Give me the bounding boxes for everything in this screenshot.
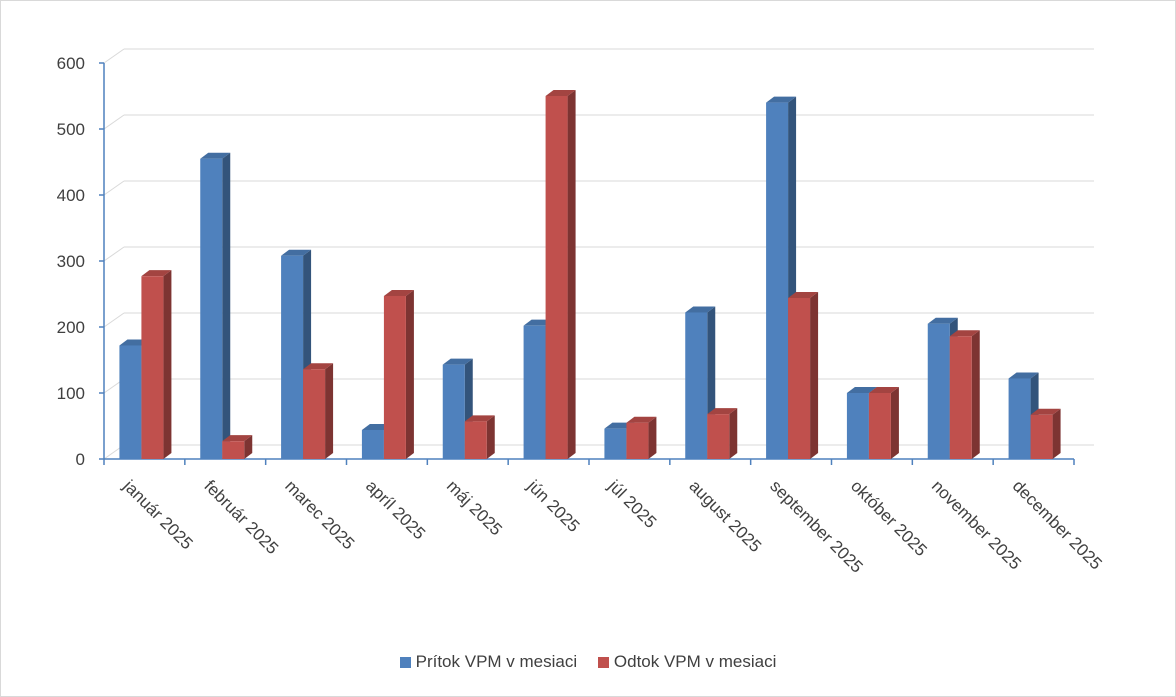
x-tick-label: február 2025 bbox=[200, 476, 282, 558]
legend-swatch-outflow bbox=[597, 656, 609, 668]
bar-outflow bbox=[707, 414, 730, 459]
legend-label-inflow: Prítok VPM v mesiaci bbox=[415, 652, 578, 671]
bar-side bbox=[244, 435, 253, 459]
bar-top bbox=[464, 415, 495, 422]
gridline-depth bbox=[103, 312, 125, 328]
legend-item-outflow: Odtok VPM v mesiaci bbox=[597, 652, 777, 672]
bar-top bbox=[868, 387, 899, 393]
bar-side bbox=[486, 415, 495, 459]
x-tick-label: júl 2025 bbox=[604, 476, 660, 532]
legend: Prítok VPM v mesiaci Odtok VPM v mesiaci bbox=[0, 652, 1176, 673]
bar-top bbox=[685, 306, 716, 313]
bar-top bbox=[222, 435, 253, 442]
bar-top bbox=[383, 289, 414, 296]
bar-outflow bbox=[141, 276, 164, 459]
bar-outflow bbox=[626, 422, 649, 459]
bar-inflow bbox=[766, 102, 789, 459]
bar-outflow bbox=[1030, 414, 1053, 459]
gridline-depth bbox=[103, 48, 125, 64]
bar-outflow bbox=[383, 295, 406, 459]
x-tick-label: október 2025 bbox=[847, 476, 931, 560]
legend-swatch-inflow bbox=[399, 656, 411, 668]
bar-top bbox=[1030, 408, 1061, 415]
bar-top bbox=[545, 90, 576, 96]
bar-side bbox=[971, 330, 980, 459]
bar-top bbox=[141, 270, 172, 277]
x-tick-label: máj 2025 bbox=[443, 476, 506, 539]
bar-inflow bbox=[1008, 378, 1031, 459]
x-tick-label: jún 2025 bbox=[523, 476, 583, 536]
bar-inflow bbox=[846, 393, 869, 459]
axes bbox=[99, 62, 1075, 465]
bar-inflow bbox=[361, 429, 384, 459]
bar-top bbox=[846, 387, 877, 393]
bar-inflow bbox=[119, 345, 142, 459]
bar-outflow bbox=[949, 336, 972, 459]
legend-item-inflow: Prítok VPM v mesiaci bbox=[399, 652, 578, 672]
bar-outflow bbox=[464, 421, 487, 459]
bar-top bbox=[707, 408, 738, 415]
bar-side bbox=[1052, 408, 1061, 459]
bars bbox=[119, 90, 1061, 459]
bar-top bbox=[766, 96, 797, 103]
x-tick-label: marec 2025 bbox=[281, 476, 358, 553]
bar-inflow bbox=[685, 312, 708, 459]
bar-chart: 0 100 200 300 400 500 600 január 2025 február 20… bbox=[57, 48, 1106, 577]
bar-inflow bbox=[281, 255, 304, 459]
gridline-depth bbox=[103, 114, 125, 130]
y-tick-label: 400 bbox=[57, 186, 85, 205]
bar-side bbox=[163, 270, 172, 459]
legend-label-outflow: Odtok VPM v mesiaci bbox=[613, 652, 777, 671]
x-tick-label: august 2025 bbox=[685, 476, 765, 556]
bar-top bbox=[200, 152, 231, 159]
bar-inflow bbox=[927, 323, 950, 459]
x-tick-label: január 2025 bbox=[119, 476, 197, 554]
bar-inflow bbox=[200, 158, 223, 459]
gridline-depth bbox=[103, 180, 125, 196]
y-tick-label: 600 bbox=[57, 54, 85, 73]
bar-outflow bbox=[222, 441, 245, 459]
y-tick-label: 500 bbox=[57, 120, 85, 139]
y-tick-label: 100 bbox=[57, 384, 85, 403]
bar-outflow bbox=[545, 96, 568, 459]
bar-side bbox=[810, 291, 819, 459]
bar-side bbox=[405, 289, 414, 459]
bar-top bbox=[303, 363, 334, 370]
bar-side bbox=[729, 408, 738, 459]
bar-inflow bbox=[442, 364, 465, 459]
y-tick-label: 0 bbox=[76, 450, 85, 469]
bar-side bbox=[567, 90, 576, 459]
y-tick-label: 200 bbox=[57, 318, 85, 337]
bar-top bbox=[442, 358, 473, 365]
bar-inflow bbox=[523, 325, 546, 459]
bar-outflow bbox=[303, 369, 326, 459]
bar-side bbox=[648, 416, 657, 459]
bar-top bbox=[788, 291, 819, 298]
bar-top bbox=[949, 330, 980, 337]
y-tick-label: 300 bbox=[57, 252, 85, 271]
x-tick-label: apríl 2025 bbox=[362, 476, 429, 543]
bar-top bbox=[927, 317, 958, 324]
bar-outflow bbox=[868, 393, 891, 459]
bar-inflow bbox=[604, 428, 627, 459]
bar-side bbox=[890, 387, 899, 459]
bar-top bbox=[281, 249, 312, 256]
bar-top bbox=[1008, 372, 1039, 379]
bar-outflow bbox=[788, 297, 811, 459]
bar-side bbox=[325, 363, 334, 459]
bar-side bbox=[222, 152, 231, 459]
gridline-depth bbox=[103, 246, 125, 262]
bar-top bbox=[626, 416, 657, 423]
